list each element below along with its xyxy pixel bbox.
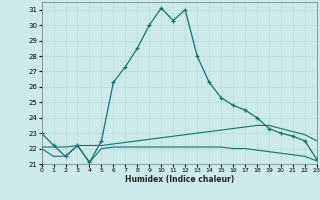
X-axis label: Humidex (Indice chaleur): Humidex (Indice chaleur) [124,175,234,184]
